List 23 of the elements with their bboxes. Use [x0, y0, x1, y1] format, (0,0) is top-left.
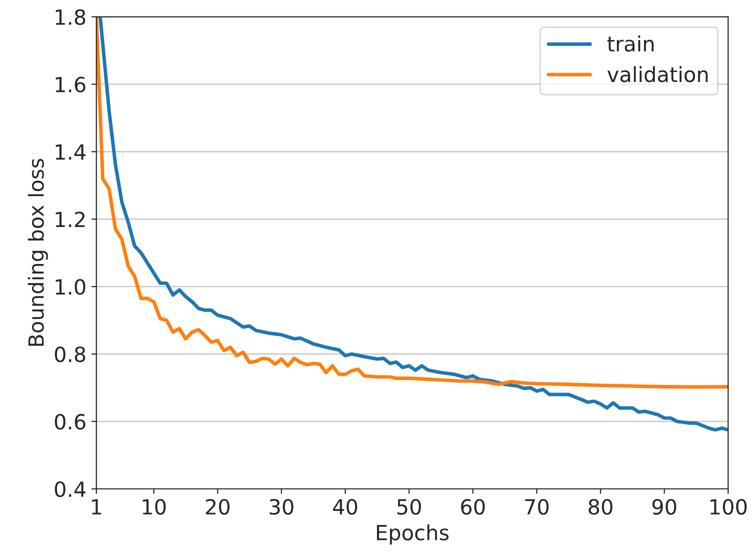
x-tick-label: 70 — [525, 498, 549, 515]
x-tick-label: 1 — [92, 499, 102, 514]
y-tick-label: 0.8 — [54, 346, 86, 362]
y-tick-label: 1.2 — [56, 212, 85, 228]
y-tick-label: 1.6 — [56, 76, 86, 92]
x-tick-label: 90 — [652, 498, 676, 515]
x-tick-label: 80 — [588, 498, 612, 515]
y-tick-label: 1.8 — [56, 9, 86, 26]
legend-label: validation — [607, 66, 708, 82]
y-tick-label: 0.4 — [54, 481, 86, 498]
x-tick-label: 100 — [710, 498, 747, 515]
x-tick-label: 50 — [397, 498, 421, 515]
x-tick-label: 30 — [270, 498, 294, 515]
y-axis-title: Bounding box loss — [28, 158, 48, 346]
x-tick-label: 60 — [461, 498, 485, 515]
y-tick-label: 1.4 — [56, 144, 86, 160]
x-tick-label: 10 — [142, 498, 166, 515]
x-tick-label: 20 — [206, 498, 230, 515]
legend-label: train — [607, 36, 654, 52]
y-tick-label: 1.0 — [56, 279, 86, 295]
y-tick-label: 0.6 — [54, 414, 86, 430]
x-axis-title: Epochs — [376, 524, 449, 544]
x-tick-label: 40 — [333, 498, 358, 515]
